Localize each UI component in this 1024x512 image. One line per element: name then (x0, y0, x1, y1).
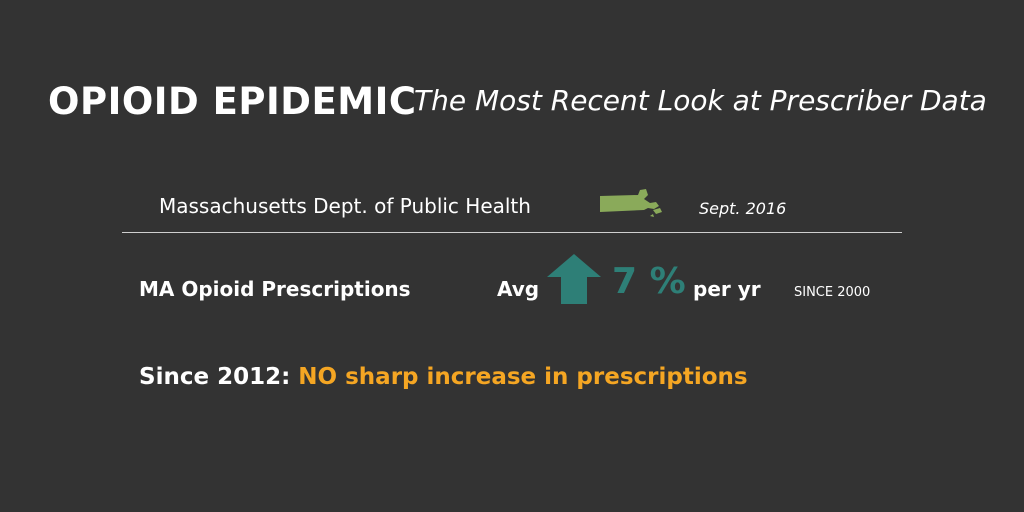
source-agency: Massachusetts Dept. of Public Health (159, 194, 531, 218)
page-title: OPIOID EPIDEMIC (48, 80, 417, 123)
headline-highlight: NO sharp increase in prescriptions (298, 364, 748, 390)
headline-lead: Since 2012: (139, 364, 291, 390)
stat-value: 7 % (612, 261, 686, 302)
divider (122, 232, 902, 233)
headline: Since 2012: NO sharp increase in prescri… (139, 364, 748, 390)
stat-label: MA Opioid Prescriptions (139, 277, 411, 301)
source-date: Sept. 2016 (699, 199, 787, 218)
massachusetts-map-icon (600, 189, 662, 217)
stat-since: SINCE 2000 (794, 285, 871, 300)
page-subtitle: The Most Recent Look at Prescriber Data (414, 84, 987, 117)
stat-unit: per yr (693, 277, 761, 301)
up-arrow-icon (547, 254, 601, 304)
stat-prefix: Avg (497, 277, 540, 301)
